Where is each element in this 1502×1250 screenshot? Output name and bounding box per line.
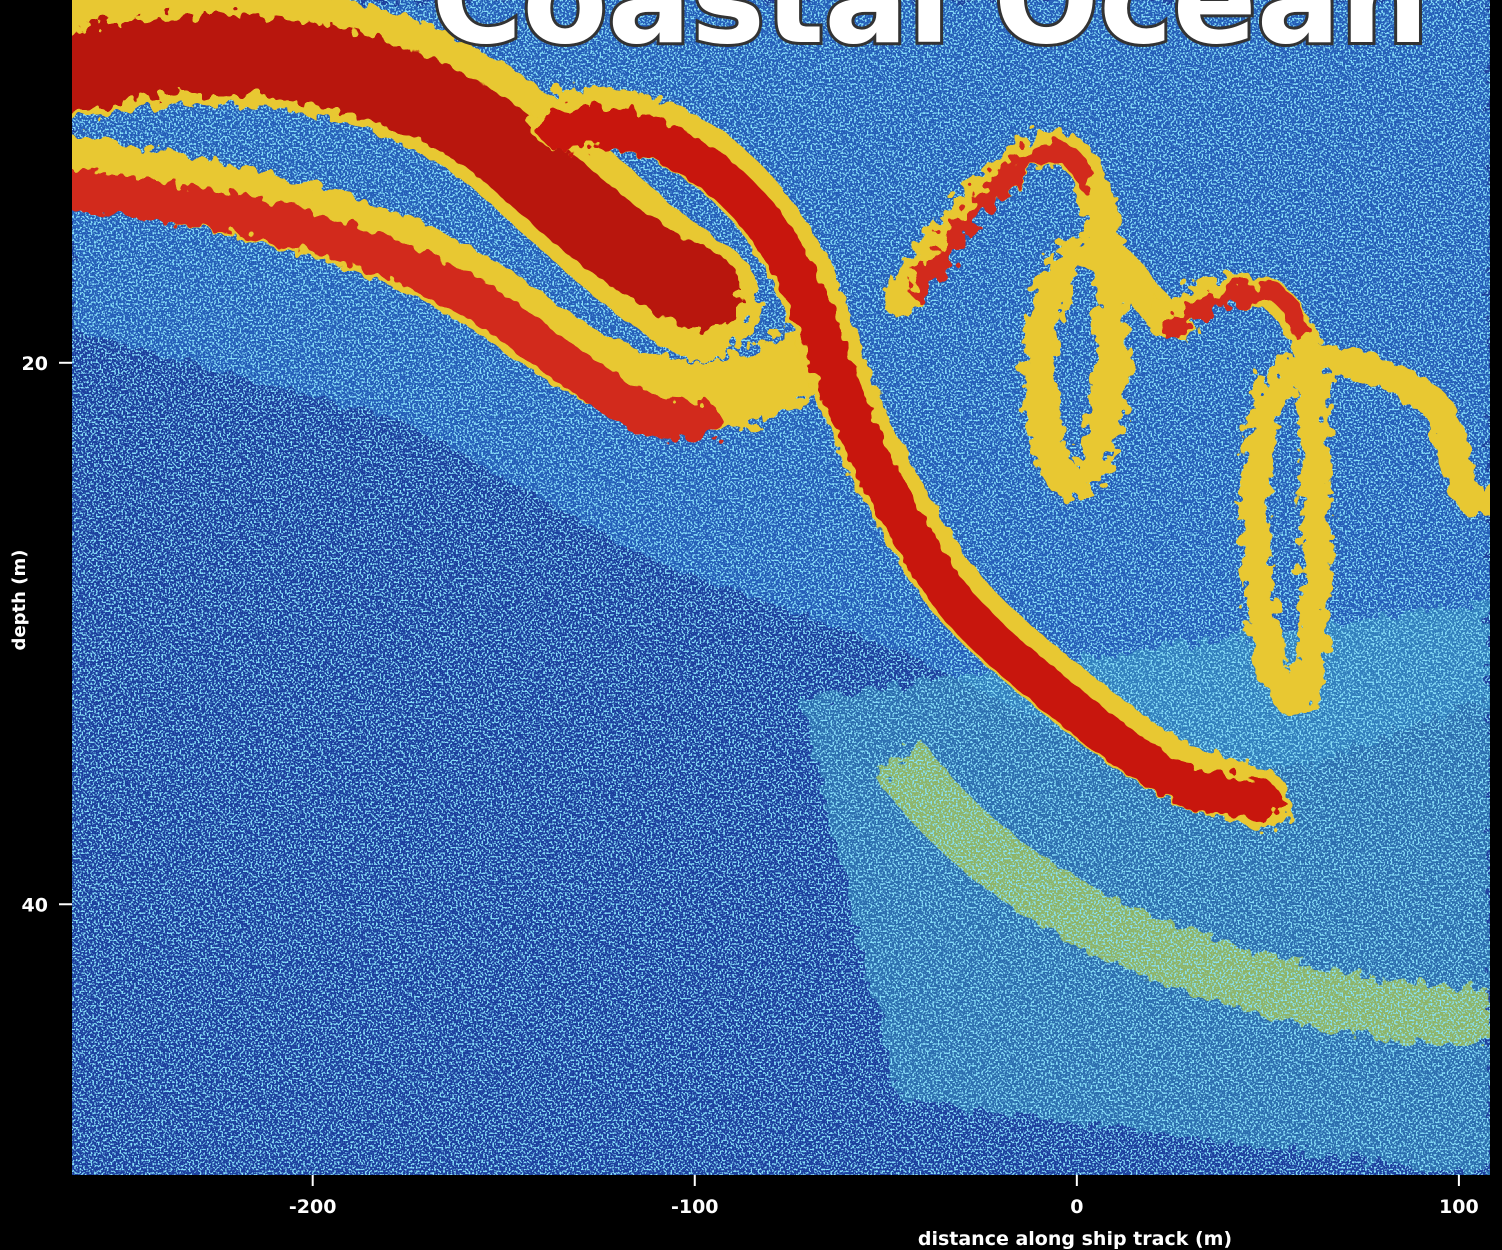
x-axis-label: distance along ship track (m): [918, 1228, 1232, 1250]
echogram: [72, 0, 1490, 1175]
y-tick-label: 20: [22, 353, 48, 375]
chart-title: Coastal Ocean: [431, 0, 1428, 72]
y-axis-label: depth (m): [9, 550, 30, 651]
x-tick-label: 100: [1439, 1196, 1479, 1218]
y-tick-label: 40: [22, 894, 48, 916]
x-tick-label: -200: [289, 1196, 337, 1218]
x-tick-label: 0: [1070, 1196, 1083, 1218]
x-tick-label: -100: [671, 1196, 719, 1218]
